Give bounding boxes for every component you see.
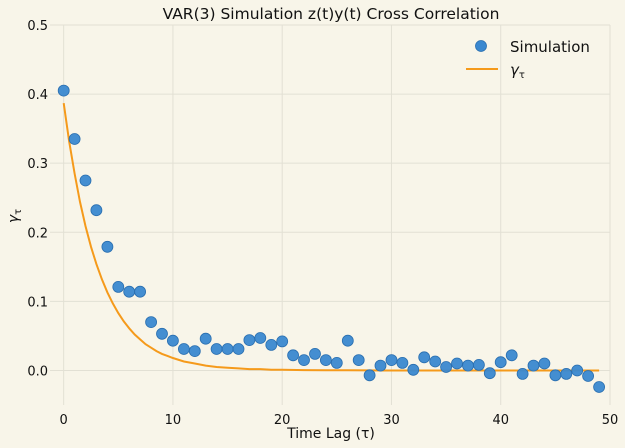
simulation-point: [593, 381, 605, 393]
simulation-point: [483, 367, 496, 380]
simulation-point: [134, 285, 147, 298]
simulation-point: [156, 327, 168, 340]
simulation-point: [407, 363, 420, 376]
simulation-point: [298, 354, 310, 367]
simulation-point: [232, 343, 245, 355]
y-tick-label: 0.5: [27, 19, 48, 34]
legend-gamma-subscript: τ: [519, 70, 525, 81]
y-tick-label: 0.4: [27, 88, 48, 103]
simulation-point: [57, 84, 70, 97]
simulation-point: [429, 355, 442, 368]
y-axis-title-subscript: τ: [13, 209, 24, 215]
simulation-point: [90, 204, 103, 217]
simulation-point: [462, 359, 474, 372]
x-tick-label: 40: [492, 413, 509, 428]
legend-gamma-main: γ: [510, 61, 520, 79]
x-tick-label: 50: [602, 413, 619, 428]
chart-title: VAR(3) Simulation z(t)y(t) Cross Correla…: [163, 5, 500, 23]
simulation-point: [276, 335, 289, 348]
simulation-point: [363, 369, 376, 382]
x-tick-label: 0: [60, 413, 68, 428]
x-tick-label: 10: [165, 413, 182, 428]
y-axis-title: γτ: [6, 209, 24, 223]
points-layer: [57, 84, 605, 393]
y-tick-label: 0.0: [27, 364, 48, 379]
simulation-point: [123, 285, 136, 298]
simulation-point: [560, 367, 573, 380]
simulation-point: [265, 338, 278, 351]
simulation-point: [549, 369, 562, 382]
simulation-point: [309, 347, 321, 360]
simulation-point: [79, 174, 92, 187]
simulation-point: [538, 357, 551, 370]
simulation-point: [582, 370, 594, 382]
simulation-point: [352, 354, 365, 367]
simulation-point: [287, 349, 300, 362]
simulation-point: [374, 359, 387, 372]
simulation-point: [166, 334, 179, 347]
simulation-point: [221, 343, 234, 355]
simulation-point: [254, 332, 267, 344]
tick-labels: 0 10 20 30 40 50 0.0 0.1 0.2 0.3 0.4 0.5: [27, 19, 618, 428]
y-tick-label: 0.3: [27, 157, 48, 172]
simulation-point: [319, 354, 332, 367]
simulation-point: [68, 133, 81, 145]
y-axis-title-main: γ: [6, 214, 22, 223]
simulation-point: [177, 343, 190, 355]
y-tick-label: 0.1: [27, 295, 48, 310]
legend-simulation-label: Simulation: [510, 38, 590, 56]
legend: Simulation γτ: [466, 38, 590, 81]
simulation-point: [330, 356, 343, 369]
simulation-point: [472, 358, 485, 371]
simulation-point: [505, 349, 518, 362]
simulation-point: [440, 361, 453, 373]
simulation-point: [145, 316, 158, 329]
simulation-point: [494, 356, 507, 369]
simulation-point: [243, 334, 256, 347]
simulation-point: [571, 364, 584, 377]
simulation-point: [199, 332, 212, 345]
simulation-point: [112, 280, 125, 293]
x-tick-label: 30: [383, 413, 400, 428]
simulation-point: [101, 240, 114, 253]
simulation-point: [451, 357, 463, 370]
simulation-point: [385, 354, 398, 367]
simulation-point: [210, 343, 223, 355]
y-tick-label: 0.2: [27, 226, 48, 241]
simulation-point: [188, 345, 201, 358]
simulation-point: [341, 334, 354, 347]
grid: [50, 24, 611, 405]
simulation-point: [418, 351, 431, 364]
simulation-point: [527, 359, 540, 372]
x-axis-title: Time Lag (τ): [286, 426, 375, 442]
simulation-point: [516, 367, 529, 380]
legend-simulation-marker: [475, 40, 487, 52]
legend-gamma-label: γτ: [510, 61, 525, 81]
simulation-point: [396, 356, 409, 369]
x-tick-label: 20: [274, 413, 291, 428]
